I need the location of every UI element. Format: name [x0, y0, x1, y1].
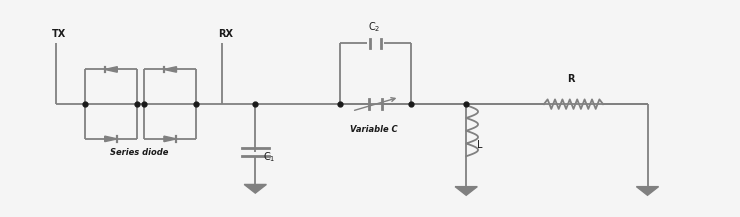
Polygon shape	[455, 187, 477, 195]
Polygon shape	[244, 184, 266, 193]
Text: C$_2$: C$_2$	[369, 20, 380, 34]
Polygon shape	[105, 67, 118, 72]
Polygon shape	[164, 136, 177, 142]
Text: TX: TX	[52, 29, 66, 39]
Polygon shape	[164, 67, 177, 72]
Text: RX: RX	[218, 29, 233, 39]
Polygon shape	[636, 187, 659, 195]
Text: Series diode: Series diode	[110, 148, 168, 157]
Polygon shape	[105, 136, 118, 142]
Text: R: R	[568, 74, 575, 84]
Text: C$_1$: C$_1$	[263, 151, 275, 164]
Text: L: L	[477, 140, 482, 150]
Text: Variable C: Variable C	[350, 125, 397, 134]
